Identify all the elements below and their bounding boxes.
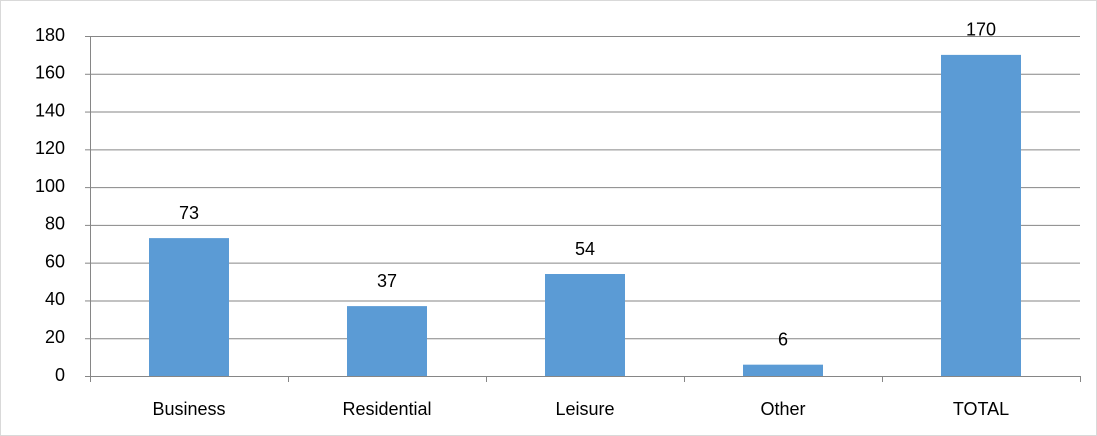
bar	[941, 54, 1021, 377]
x-tick-label: Business	[152, 399, 225, 419]
data-label: 6	[778, 329, 788, 349]
y-tick-label: 0	[55, 365, 65, 385]
y-tick-label: 40	[45, 289, 65, 309]
x-tick-label: Residential	[342, 399, 431, 419]
y-tick-label: 80	[45, 214, 65, 234]
x-tick-label: Leisure	[555, 399, 614, 419]
y-tick-label: 60	[45, 251, 65, 271]
x-tick-label: TOTAL	[953, 399, 1009, 419]
x-tick-label: Other	[760, 399, 805, 419]
y-tick-label: 180	[35, 25, 65, 45]
y-tick-label: 120	[35, 138, 65, 158]
data-label: 54	[575, 239, 595, 259]
y-tick-label: 160	[35, 63, 65, 83]
data-label: 170	[966, 20, 996, 40]
y-tick-label: 100	[35, 176, 65, 196]
bar	[743, 364, 823, 376]
y-tick-label: 140	[35, 100, 65, 120]
bar	[149, 238, 229, 376]
data-label: 73	[179, 203, 199, 223]
data-label: 37	[377, 271, 397, 291]
bar	[347, 306, 427, 376]
y-tick-label: 20	[45, 327, 65, 347]
bar	[545, 274, 625, 376]
